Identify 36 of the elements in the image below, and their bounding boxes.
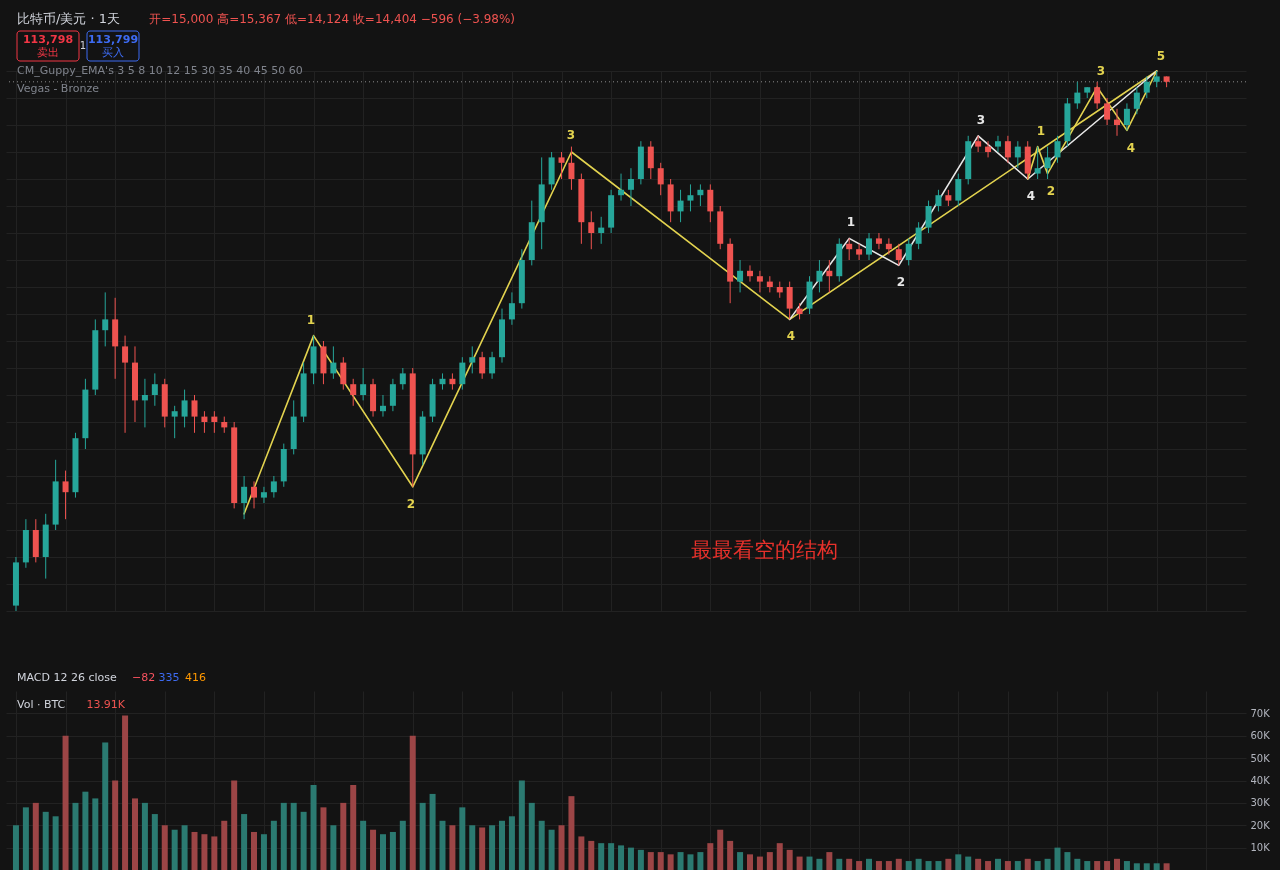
y-tick-label: 30K <box>1250 797 1271 809</box>
text: 113,799 <box>87 33 139 46</box>
y-tick-label: 60K <box>1250 730 1271 742</box>
annotation: 1 <box>306 313 316 327</box>
annotation: 13.91K <box>86 698 126 711</box>
text: MACD 12 26 close <box>17 671 118 684</box>
annotation: 4 <box>1126 141 1136 155</box>
annotation: 4 <box>1026 189 1036 203</box>
annotation: 1 <box>1036 124 1046 138</box>
y-tick-label: 70K <box>1250 707 1271 719</box>
y-tick-label: 40K <box>1250 775 1271 786</box>
y-tick-label: 20K <box>1250 819 1271 831</box>
annotation: 3 <box>566 128 576 142</box>
annotation: 2 <box>1046 184 1056 198</box>
text: Vol · BTC <box>17 698 66 711</box>
text: −82 <box>132 671 156 684</box>
chart-title: 比特币/美元 · 1天 <box>17 11 121 26</box>
text: 335 <box>158 671 180 684</box>
annotation: CM_Guppy_EMA's 3 5 8 10 12 15 30 35 40 45 50 60 <box>17 64 303 77</box>
text: 416 <box>185 671 207 684</box>
annotation: 3 <box>976 113 986 127</box>
y-tick-label: 10K <box>1250 842 1271 854</box>
annotation: 2 <box>406 497 416 511</box>
annotation: 最最看空的结构 <box>690 538 838 562</box>
text: 卖出 <box>37 46 59 59</box>
annotation: 4 <box>786 329 796 343</box>
text: 1 <box>79 40 87 51</box>
chart-subtitle: 开=15,000 高=15,367 低=14,124 收=14,404 −596 (−3.98%) <box>149 12 516 26</box>
text: 113,798 <box>22 33 74 46</box>
text: 买入 <box>102 46 124 59</box>
annotation: Vegas - Bronze <box>17 82 100 95</box>
text: 5 <box>1156 49 1166 63</box>
annotation: 2 <box>896 275 906 289</box>
annotation: 3 <box>1096 64 1106 78</box>
annotation: 1 <box>846 215 856 229</box>
y-tick-label: 50K <box>1250 752 1271 764</box>
